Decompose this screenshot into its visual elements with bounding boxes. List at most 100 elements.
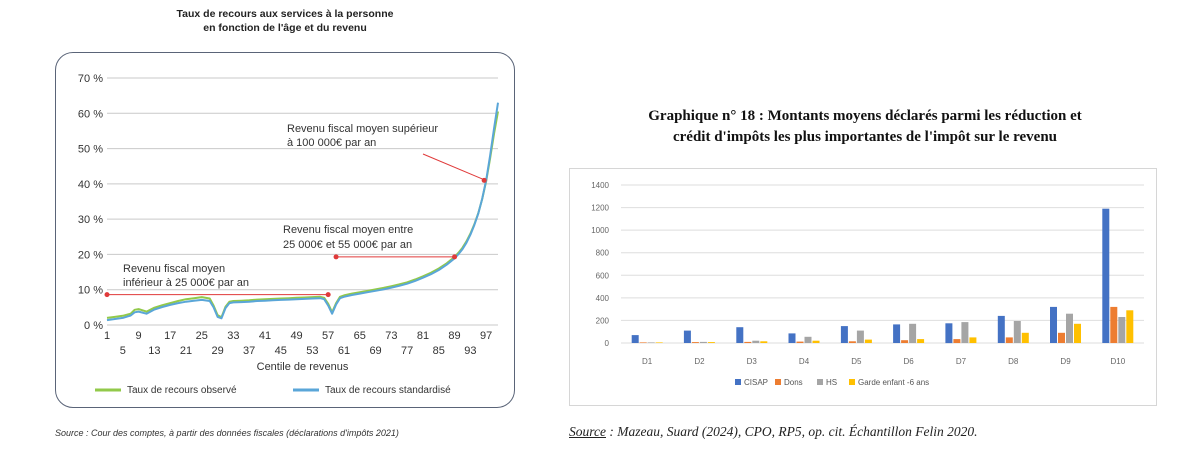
annotation-mid-line1: Revenu fiscal moyen entre — [283, 224, 413, 236]
x-axis-label: Centile de revenus — [257, 361, 349, 373]
x-tick-label: 29 — [211, 345, 223, 357]
bar-dons-d4 — [796, 341, 804, 343]
x-tick-label: D1 — [642, 357, 653, 366]
y-tick-label: 600 — [596, 271, 610, 280]
x-tick-label: D3 — [747, 357, 758, 366]
bar-dons-d2 — [691, 342, 699, 343]
bar-hs-d4 — [804, 336, 812, 343]
bar-dons-d7 — [953, 339, 961, 343]
y-tick-label: 800 — [596, 249, 610, 258]
legend-label: Garde enfant -6 ans — [858, 378, 929, 387]
bar-garde-enfant-6-ans-d2 — [707, 342, 715, 343]
x-tick-label: D7 — [956, 357, 967, 366]
x-tick-label: 53 — [306, 345, 318, 357]
x-tick-label: D9 — [1060, 357, 1071, 366]
bar-cisap-d4 — [788, 333, 796, 343]
x-tick-label: 69 — [369, 345, 381, 357]
right-source-label: Source — [569, 424, 606, 439]
right-title-line2: crédit d'impôts les plus importantes de … — [672, 129, 1058, 145]
y-tick-label: 0 — [605, 339, 610, 348]
right-bar-chart: 0 200 400 600 800 1000 1200 1400 D1 D2 D3 D4 D5 D6 D7 D… — [591, 181, 1144, 387]
y-tick-label: 50 % — [78, 144, 103, 156]
x-tick-label: 61 — [338, 345, 350, 357]
left-title-line2: en fonction de l'âge et du revenu — [203, 22, 367, 34]
bar-dons-d10 — [1110, 306, 1118, 343]
bar-garde-enfant-6-ans-d1 — [655, 342, 663, 343]
x-tick-label: 49 — [290, 330, 302, 342]
x-tick-label: D6 — [904, 357, 915, 366]
x-tick-label: 33 — [227, 330, 239, 342]
bar-garde-enfant-6-ans-d10 — [1126, 310, 1134, 343]
x-tick-label: 21 — [180, 345, 192, 357]
bar-cisap-d6 — [893, 324, 901, 343]
bar-garde-enfant-6-ans-d6 — [917, 339, 925, 343]
annotation-low-dot-start — [104, 292, 110, 298]
x-tick-label: D8 — [1008, 357, 1019, 366]
bar-hs-d5 — [856, 330, 864, 343]
bar-cisap-d9 — [1050, 306, 1057, 343]
y-tick-label: 40 % — [78, 179, 103, 191]
y-tick-label: 1000 — [591, 226, 609, 235]
x-tick-label: 41 — [259, 330, 271, 342]
legend-label: HS — [826, 378, 837, 387]
annotation-low-line1: Revenu fiscal moyen — [123, 263, 225, 275]
legend-label: Dons — [784, 378, 803, 387]
annotation-mid-dot-start — [333, 254, 339, 260]
bar-cisap-d7 — [945, 323, 953, 344]
x-tick-label: 37 — [243, 345, 255, 357]
x-tick-label: 89 — [448, 330, 460, 342]
bar-dons-d1 — [639, 342, 647, 343]
annotation-low-dot-end — [325, 292, 331, 298]
right-title-line1: Graphique n° 18 : Montants moyens déclar… — [648, 108, 1082, 124]
right-source: Source : Mazeau, Suard (2024), CPO, RP5,… — [569, 424, 977, 440]
bar-hs-d7 — [961, 322, 969, 343]
legend-label: Taux de recours standardisé — [325, 385, 451, 396]
x-tick-label: 81 — [417, 330, 429, 342]
bar-cisap-d5 — [840, 326, 848, 343]
bar-hs-d3 — [752, 340, 760, 343]
x-tick-label: 65 — [354, 330, 366, 342]
left-chart-title: Taux de recours aux services à la person… — [55, 7, 515, 35]
annotation-low-line2: inférieur à 25 000€ par an — [123, 277, 249, 289]
x-tick-label: 25 — [196, 330, 208, 342]
x-tick-label: 93 — [464, 345, 476, 357]
bar-cisap-d8 — [997, 315, 1005, 343]
bar-cisap-d2 — [683, 330, 691, 343]
bar-cisap-d3 — [736, 327, 744, 343]
x-tick-label: 45 — [275, 345, 287, 357]
right-source-text: : Mazeau, Suard (2024), CPO, RP5, op. ci… — [606, 424, 978, 439]
x-tick-label: D2 — [694, 357, 705, 366]
bar-garde-enfant-6-ans-d9 — [1074, 323, 1081, 343]
x-tick-label: 13 — [148, 345, 160, 357]
y-tick-label: 30 % — [78, 214, 103, 226]
bar-garde-enfant-6-ans-d5 — [864, 339, 872, 343]
y-tick-label: 1200 — [591, 204, 609, 213]
bar-dons-d5 — [848, 341, 856, 343]
x-tick-label: 97 — [480, 330, 492, 342]
bar-hs-d10 — [1118, 317, 1126, 343]
y-tick-label: 20 % — [78, 249, 103, 261]
y-tick-label: 1400 — [591, 181, 609, 190]
annotation-mid-line2: 25 000€ et 55 000€ par an — [283, 239, 412, 251]
annotation-high-line1: Revenu fiscal moyen supérieur — [287, 123, 438, 135]
bar-garde-enfant-6-ans-d7 — [969, 337, 977, 343]
bar-hs-d6 — [909, 323, 917, 343]
x-tick-label: D4 — [799, 357, 810, 366]
y-tick-label: 0 % — [84, 320, 103, 332]
bar-garde-enfant-6-ans-d4 — [812, 340, 820, 343]
right-chart-title: Graphique n° 18 : Montants moyens déclar… — [570, 106, 1160, 148]
bar-dons-d3 — [744, 341, 752, 343]
y-tick-label: 70 % — [78, 73, 103, 85]
bar-hs-d9 — [1066, 313, 1073, 343]
bar-hs-d8 — [1013, 321, 1021, 343]
y-tick-label: 60 % — [78, 108, 103, 120]
x-tick-label: 9 — [136, 330, 142, 342]
y-tick-label: 200 — [596, 316, 610, 325]
bar-cisap-d10 — [1102, 208, 1110, 343]
x-tick-label: 17 — [164, 330, 176, 342]
x-tick-label: D10 — [1111, 357, 1126, 366]
bar-hs-d1 — [647, 342, 655, 343]
annotation-mid-dot-end — [452, 254, 458, 260]
legend-label: CISAP — [744, 378, 768, 387]
bar-dons-d6 — [901, 340, 909, 343]
